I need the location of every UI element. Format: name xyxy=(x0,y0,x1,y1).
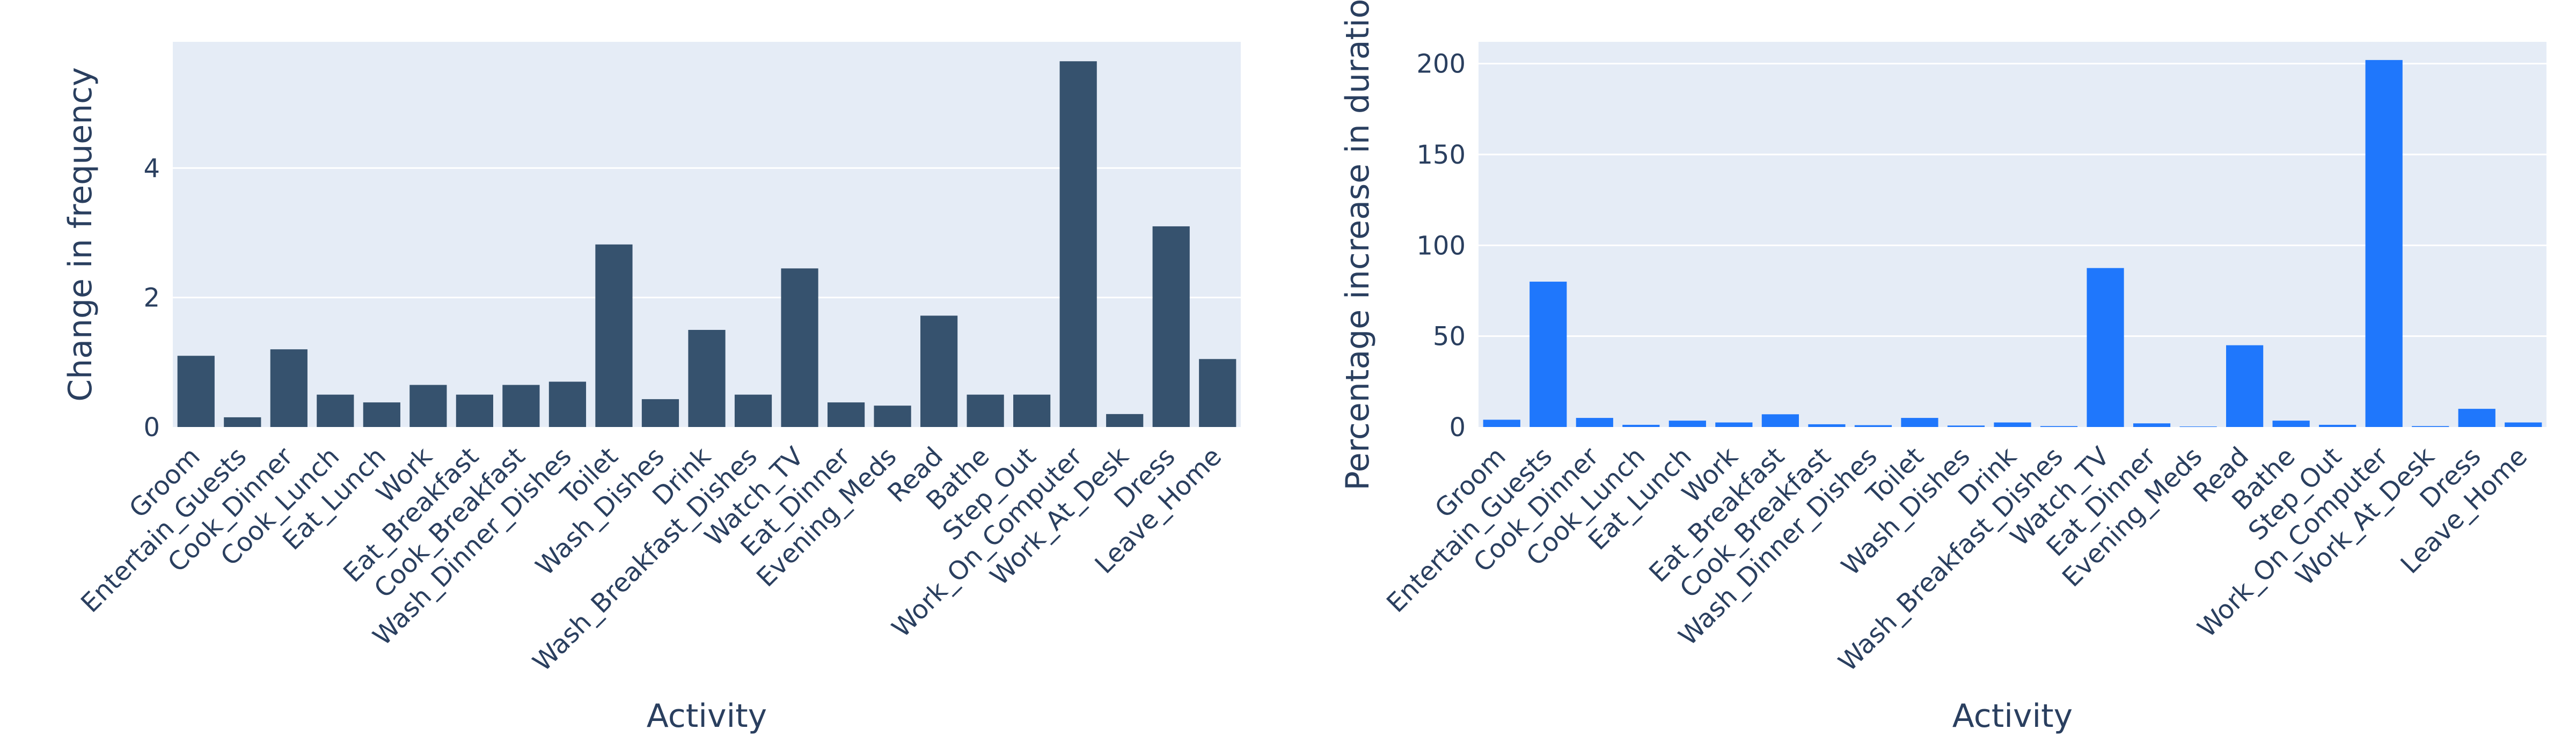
freq-bar-toilet xyxy=(595,244,633,427)
duration-bar-chart: 050100150200GroomEntertain_GuestsCook_Di… xyxy=(1339,0,2546,735)
freq-bar-bathe xyxy=(967,394,1004,427)
dur-bar-step-out xyxy=(2319,424,2357,427)
frequency-bar-chart: 024GroomEntertain_GuestsCook_DinnerCook_… xyxy=(62,42,1241,735)
freq-y-tick-label: 0 xyxy=(143,413,160,443)
dur-y-axis-title: Percentage increase in duration xyxy=(1339,0,1377,490)
dur-bar-entertain-guests xyxy=(1529,282,1567,427)
dur-bar-leave-home xyxy=(2505,422,2542,427)
dur-bar-read xyxy=(2226,345,2264,427)
freq-bar-dress xyxy=(1152,226,1190,427)
dur-y-tick-label: 200 xyxy=(1416,49,1466,79)
freq-y-tick-label: 4 xyxy=(143,153,160,183)
freq-bar-wash-breakfast-dishes xyxy=(734,394,772,427)
freq-bar-step-out xyxy=(1013,394,1051,427)
dur-bar-cook-breakfast xyxy=(1808,424,1846,427)
dur-bar-wash-breakfast-dishes xyxy=(2040,426,2078,427)
freq-bar-eat-breakfast xyxy=(456,394,493,427)
freq-bar-read xyxy=(920,315,958,427)
freq-bar-wash-dishes xyxy=(641,399,679,427)
freq-bar-wash-dinner-dishes xyxy=(548,381,587,427)
dur-bar-cook-dinner xyxy=(1576,418,1613,427)
dur-bar-work xyxy=(1715,422,1753,427)
dur-bar-wash-dishes xyxy=(1947,425,1985,427)
freq-bar-cook-dinner xyxy=(270,349,308,427)
freq-bar-leave-home xyxy=(1199,359,1236,427)
dur-y-tick-label: 150 xyxy=(1416,140,1466,170)
dur-bar-eat-lunch xyxy=(1668,421,1706,427)
freq-y-tick-label: 2 xyxy=(143,283,160,313)
freq-bar-work-at-desk xyxy=(1106,414,1144,427)
dur-bar-work-at-desk xyxy=(2412,426,2449,427)
freq-bar-eat-dinner xyxy=(827,402,865,427)
freq-x-axis-title: Activity xyxy=(647,697,767,735)
dur-bar-watch-tv xyxy=(2087,268,2124,427)
freq-bar-eat-lunch xyxy=(363,402,400,427)
dur-bar-toilet xyxy=(1901,418,1938,427)
dur-bar-bathe xyxy=(2272,421,2310,427)
dur-bar-dress xyxy=(2458,409,2496,427)
dur-bar-drink xyxy=(1994,422,2031,427)
freq-bar-drink xyxy=(688,329,726,427)
freq-bar-cook-breakfast xyxy=(502,385,540,427)
freq-bar-groom xyxy=(177,356,215,427)
dur-bar-wash-dinner-dishes xyxy=(1854,425,1892,427)
freq-bar-cook-lunch xyxy=(317,394,354,427)
dur-bar-eat-dinner xyxy=(2133,423,2171,427)
dur-bar-eat-breakfast xyxy=(1761,414,1799,427)
dur-bar-evening-meds xyxy=(2179,426,2217,427)
dur-bar-groom xyxy=(1483,419,1520,427)
dur-bar-work-on-computer xyxy=(2365,60,2403,428)
freq-bar-evening-meds xyxy=(874,406,911,427)
dur-y-tick-label: 100 xyxy=(1416,231,1466,261)
freq-bar-entertain-guests xyxy=(224,417,261,427)
dur-y-tick-label: 0 xyxy=(1449,413,1466,443)
dur-x-axis-title: Activity xyxy=(1952,697,2073,735)
dur-y-tick-label: 50 xyxy=(1433,322,1466,352)
dur-bar-cook-lunch xyxy=(1622,424,1660,427)
freq-bar-work-on-computer xyxy=(1059,61,1097,428)
freq-bar-watch-tv xyxy=(781,268,818,427)
freq-y-axis-title: Change in frequency xyxy=(62,67,99,402)
freq-bar-work xyxy=(409,385,447,427)
